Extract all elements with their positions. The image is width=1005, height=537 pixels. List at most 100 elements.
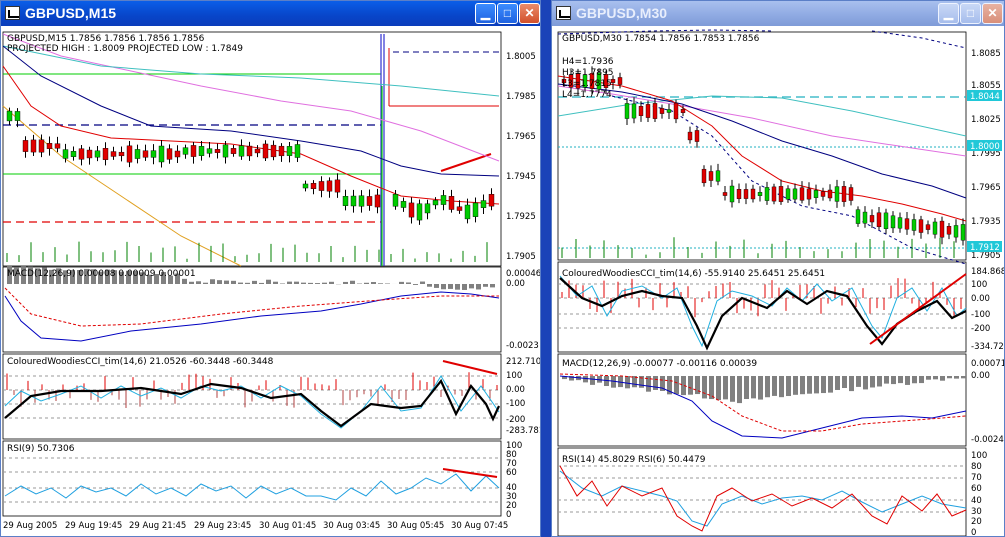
candle-body xyxy=(318,181,325,191)
price-panel xyxy=(557,31,967,261)
candle-body xyxy=(110,151,117,157)
chart-app-icon[interactable] xyxy=(5,6,20,20)
histogram-bar xyxy=(329,281,334,284)
svg-text:1.8005: 1.8005 xyxy=(506,52,536,62)
histogram-bar xyxy=(434,284,439,288)
candle-body xyxy=(932,221,938,235)
candle-body xyxy=(448,196,455,210)
candle-body xyxy=(799,187,805,201)
window-title: GBPUSD,M15 xyxy=(25,5,117,21)
histogram-bar xyxy=(322,282,327,284)
histogram-bar xyxy=(406,282,411,284)
chart-app-icon[interactable] xyxy=(556,6,571,20)
chart-canvas[interactable]: GBPUSD,M30 1.7854 1.7856 1.7853 1.7856 H… xyxy=(552,26,1005,537)
histogram-bar xyxy=(660,376,665,391)
candle-body xyxy=(480,200,487,208)
price-tags: 1.8044 1.8000 1.7912 xyxy=(967,90,1002,253)
svg-text:20: 20 xyxy=(506,501,517,511)
svg-text:0.00: 0.00 xyxy=(971,294,990,304)
histogram-bar xyxy=(490,284,495,288)
chart-window-m15[interactable]: GBPUSD,M15 ▁ □ ✕ xyxy=(0,0,541,537)
histogram-bar xyxy=(28,266,33,284)
cci-axis: 184.8681 100 0.00 -100 -200 -334.729 xyxy=(971,267,1004,352)
volume-bars xyxy=(561,237,955,258)
candle-body xyxy=(134,149,141,159)
svg-text:H3=1.7895: H3=1.7895 xyxy=(562,68,614,78)
candle-body xyxy=(820,191,826,197)
svg-text:100: 100 xyxy=(506,371,522,381)
candle-body xyxy=(911,219,917,231)
maximize-button[interactable]: □ xyxy=(497,3,518,24)
histogram-bar xyxy=(723,376,728,400)
candle-body xyxy=(890,215,896,229)
candle-body xyxy=(757,192,763,196)
svg-text:100: 100 xyxy=(506,441,522,451)
candle-body xyxy=(862,211,868,224)
candle-body xyxy=(897,217,903,229)
candle-body xyxy=(743,189,749,199)
svg-text:60: 60 xyxy=(971,484,982,494)
cci-divergence-line xyxy=(442,360,498,375)
histogram-bar xyxy=(196,281,201,284)
candle-body xyxy=(102,148,109,160)
cci-slow-line xyxy=(4,378,500,428)
candle-body xyxy=(158,145,165,163)
candle-body xyxy=(785,188,791,200)
close-button[interactable]: ✕ xyxy=(519,3,540,24)
minimize-button[interactable]: ▁ xyxy=(475,3,496,24)
candle-body xyxy=(150,150,157,158)
chart-window-m30[interactable]: GBPUSD,M30 ▁ □ ✕ GBPUSD,M30 1.7854 1.785… xyxy=(551,0,1005,537)
cci-guides xyxy=(3,375,501,419)
window-title: GBPUSD,M30 xyxy=(576,5,668,21)
title-bar[interactable]: GBPUSD,M15 ▁ □ ✕ xyxy=(1,1,540,26)
histogram-bar xyxy=(350,280,355,284)
histogram-bar xyxy=(63,270,68,284)
histogram-bar xyxy=(14,267,19,284)
candle-body xyxy=(70,151,77,157)
rsi-label: RSI(14) 45.8029 RSI(6) 50.4479 xyxy=(562,455,706,465)
price-axis: 1.8085 1.8055 1.8025 1.7995 1.7965 1.793… xyxy=(971,49,1001,261)
svg-text:1.8025: 1.8025 xyxy=(971,115,1001,125)
svg-text:L3=1.7815: L3=1.7815 xyxy=(562,79,612,89)
histogram-bar xyxy=(786,376,791,397)
close-button[interactable]: ✕ xyxy=(982,3,1003,24)
candle-body xyxy=(198,146,205,156)
candle-body xyxy=(142,150,149,158)
candle-body xyxy=(334,179,341,193)
ma-lines xyxy=(557,29,967,265)
histogram-bar xyxy=(842,376,847,389)
macd-signal xyxy=(559,373,967,432)
candle-body xyxy=(813,190,819,198)
minimize-button[interactable]: ▁ xyxy=(938,3,959,24)
rsi-14-line xyxy=(559,470,967,527)
histogram-bar xyxy=(399,281,404,284)
histogram-bar xyxy=(849,376,854,392)
chart-canvas[interactable]: GBPUSD,M15 1.7856 1.7856 1.7856 1.7856 P… xyxy=(1,26,541,537)
candle-body xyxy=(561,78,567,84)
histogram-bar xyxy=(891,376,896,385)
svg-text:H4=1.7936: H4=1.7936 xyxy=(562,57,614,67)
maximize-button[interactable]: □ xyxy=(960,3,981,24)
histogram-bar xyxy=(828,376,833,393)
histogram-bar xyxy=(583,376,588,383)
histogram-bar xyxy=(427,284,432,287)
histogram-bar xyxy=(483,284,488,287)
histogram-bar xyxy=(618,376,623,388)
svg-text:1.7912: 1.7912 xyxy=(970,243,1000,253)
histogram-bar xyxy=(119,271,124,284)
title-bar[interactable]: GBPUSD,M30 ▁ □ ✕ xyxy=(552,1,1004,26)
candle-body xyxy=(687,131,693,141)
candle-body xyxy=(456,206,463,211)
candle-body xyxy=(603,74,609,88)
candle-body xyxy=(222,144,229,158)
svg-text:-0.0023: -0.0023 xyxy=(506,341,539,351)
svg-text:30 Aug 01:45: 30 Aug 01:45 xyxy=(259,521,316,531)
candle-body xyxy=(694,130,700,142)
candle-body xyxy=(94,150,101,158)
histogram-bar xyxy=(308,282,313,284)
candle-body xyxy=(652,103,658,119)
candle-body xyxy=(729,185,735,203)
candle-body xyxy=(366,196,373,206)
candle-body xyxy=(841,186,847,202)
histogram-bar xyxy=(646,376,651,392)
